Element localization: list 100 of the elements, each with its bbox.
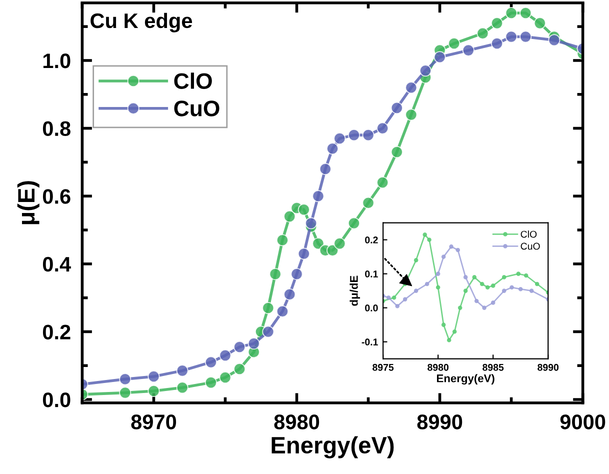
point: [436, 285, 440, 290]
point: [234, 363, 246, 375]
point: [420, 64, 432, 77]
point: [148, 370, 160, 382]
point: [505, 30, 518, 43]
point: [262, 326, 274, 338]
point: [348, 129, 360, 142]
point: [441, 254, 446, 259]
point: [520, 7, 532, 19]
point: [390, 102, 403, 114]
point: [262, 302, 274, 314]
point: [376, 122, 389, 134]
point: [334, 132, 346, 144]
point: [204, 376, 217, 389]
point: [119, 373, 132, 386]
point: [422, 232, 428, 237]
point: [284, 288, 296, 300]
point: [518, 286, 523, 292]
point: [395, 304, 400, 308]
legend-label: ClO: [520, 230, 537, 238]
chart-title: Cu K edge: [90, 12, 192, 32]
point: [276, 305, 288, 318]
point: [204, 356, 217, 368]
x-tick-label: 8980: [274, 414, 320, 430]
point: [312, 238, 324, 250]
y-axis-title: μ(E): [17, 181, 40, 224]
x-tick-label: 8985: [482, 364, 504, 371]
point: [434, 51, 446, 64]
point: [376, 176, 389, 189]
point: [529, 288, 534, 293]
point: [524, 273, 528, 278]
point: [449, 244, 454, 249]
point: [474, 298, 479, 304]
point: [392, 295, 396, 300]
y-tick-label: 0.2: [365, 236, 378, 244]
point: [312, 190, 324, 202]
point: [548, 34, 560, 46]
y-tick-label: 0.0: [42, 392, 70, 408]
y-tick-label: 0.2: [42, 324, 70, 340]
point: [490, 300, 496, 305]
point: [472, 275, 477, 280]
point: [148, 385, 160, 398]
point: [414, 258, 418, 262]
x-tick-label: 8990: [538, 364, 559, 371]
point: [219, 349, 232, 362]
point: [362, 129, 374, 142]
point: [219, 371, 232, 384]
point: [502, 275, 506, 280]
point: [458, 306, 462, 310]
point: [276, 234, 288, 246]
x-axis-title: Energy(eV): [436, 374, 494, 385]
y-tick-label: -0.1: [362, 338, 378, 346]
point: [534, 282, 540, 286]
point: [520, 30, 532, 43]
point: [482, 306, 486, 310]
x-tick-label: 9000: [560, 414, 606, 430]
point: [234, 340, 246, 353]
point: [284, 210, 296, 222]
point: [516, 272, 521, 276]
y-tick-label: 0.4: [42, 256, 71, 272]
point: [463, 288, 468, 293]
x-tick-label: 8970: [131, 414, 176, 430]
point: [452, 329, 457, 334]
point: [485, 285, 490, 290]
y-axis-title: dμ/dE: [350, 276, 360, 306]
point: [362, 196, 374, 209]
point: [326, 142, 338, 155]
point: [390, 146, 403, 158]
point: [491, 17, 503, 30]
point: [456, 248, 460, 252]
point: [490, 284, 496, 288]
point: [424, 282, 430, 286]
point: [319, 162, 332, 175]
point: [119, 386, 132, 399]
point: [414, 288, 418, 293]
x-tick-label: 8980: [428, 364, 448, 371]
point: [446, 338, 452, 342]
y-tick-label: 0.6: [42, 189, 70, 204]
point: [405, 108, 418, 121]
point: [405, 82, 418, 94]
point: [505, 7, 518, 19]
point: [463, 275, 468, 280]
point: [491, 38, 503, 50]
point: [448, 38, 460, 50]
point: [305, 217, 318, 230]
point: [476, 27, 489, 40]
point: [402, 297, 408, 302]
point: [427, 238, 432, 242]
point: [510, 285, 514, 290]
point: [334, 238, 346, 250]
line-series: [383, 244, 548, 310]
point: [176, 364, 188, 377]
point: [502, 288, 506, 293]
point: [462, 44, 474, 56]
point: [248, 338, 260, 350]
point: [269, 268, 282, 280]
x-tick-label: 8975: [372, 364, 394, 371]
point: [534, 17, 546, 30]
y-tick-label: 1.0: [43, 53, 70, 68]
point: [441, 322, 446, 327]
